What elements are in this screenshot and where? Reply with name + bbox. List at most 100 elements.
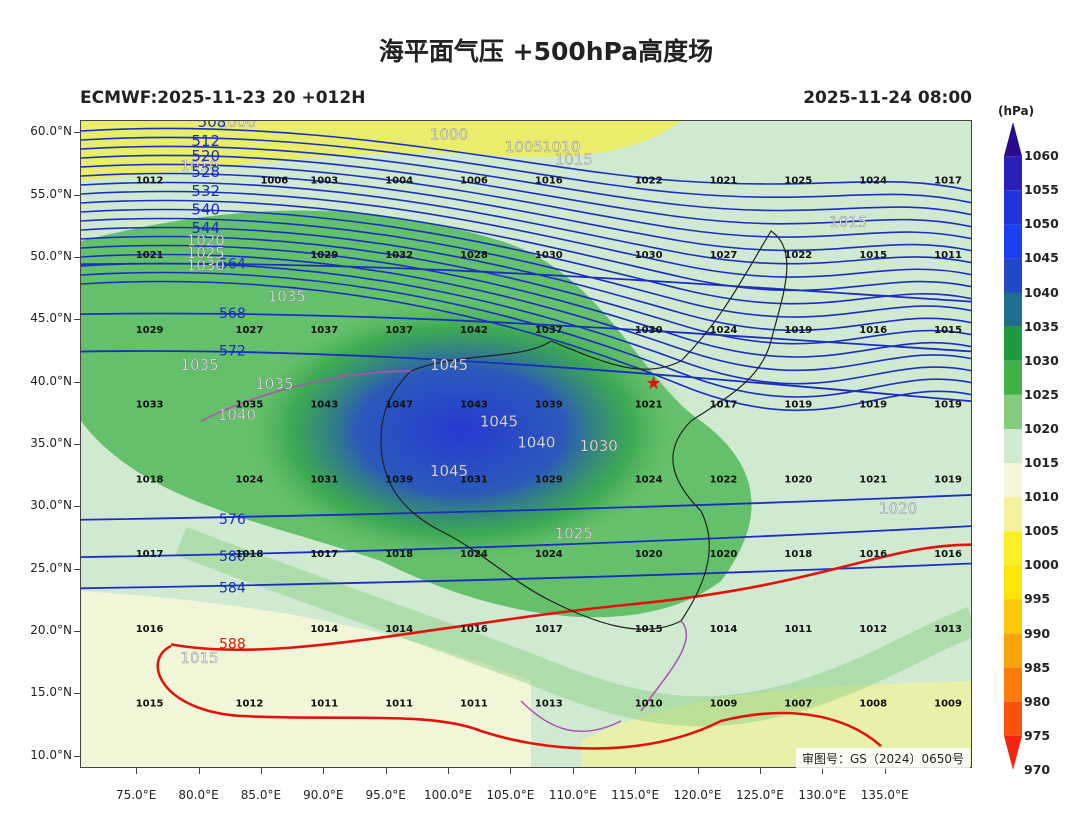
pressure-value: 1010	[635, 699, 663, 710]
pressure-value: 1037	[385, 325, 413, 336]
pressure-value: 1039	[535, 400, 563, 411]
isobar-label: 1035	[268, 288, 306, 306]
pressure-value: 1006	[460, 175, 488, 186]
pressure-value: 1019	[784, 325, 812, 336]
height-contour-label: 572	[219, 344, 246, 360]
height-contour-564	[81, 262, 971, 303]
lat-tick	[74, 381, 80, 383]
pressure-value: 1035	[235, 400, 263, 411]
pressure-value: 1018	[385, 549, 413, 560]
pressure-value: 1011	[460, 699, 488, 710]
lon-tick	[448, 768, 450, 774]
pressure-value: 1022	[635, 175, 663, 186]
pressure-value: 1020	[784, 474, 812, 485]
pressure-value: 1024	[460, 549, 488, 560]
lat-tick	[74, 194, 80, 196]
lat-tick	[74, 630, 80, 632]
legend-swatch	[1004, 224, 1022, 259]
legend-label: 985	[1024, 659, 1051, 675]
isobar-label: 1010	[542, 138, 580, 156]
isobar-label: 1020	[187, 232, 225, 250]
lat-tick-label: 50.0°N	[30, 249, 72, 264]
isobar-label: 512	[191, 132, 220, 150]
lat-tick-label: 25.0°N	[30, 560, 72, 575]
pressure-value: 1019	[934, 474, 962, 485]
isobar-label: 1035	[255, 375, 293, 393]
isobar-label: 1045	[430, 462, 468, 480]
legend-swatch	[1004, 258, 1022, 293]
pressure-value: 1029	[136, 325, 164, 336]
height-contour-line	[81, 208, 971, 305]
pressure-value: 1028	[460, 250, 488, 261]
pressure-value: 1025	[784, 175, 812, 186]
lon-tick	[136, 768, 138, 774]
pressure-value: 1029	[535, 474, 563, 485]
map-panel[interactable]: 564 568 572 576 580 584 588 1012 1006 1003 1004 10…	[80, 120, 972, 768]
isobar-label: 1010	[180, 157, 218, 175]
capital-marker-icon: ★	[646, 373, 662, 394]
pressure-value: 1030	[635, 250, 663, 261]
lat-tick	[74, 132, 80, 134]
legend-label: 975	[1024, 727, 1051, 743]
pressure-value: 1021	[136, 250, 164, 261]
isobar-label: 1015	[829, 213, 867, 231]
pressure-value: 1013	[934, 624, 962, 635]
pressure-value: 1024	[235, 474, 263, 485]
height-contour-line	[81, 199, 971, 292]
height-contour-line	[81, 145, 971, 216]
legend-label: 1060	[1024, 148, 1059, 164]
pressure-value: 1019	[784, 400, 812, 411]
isobar-label: 544	[191, 219, 220, 237]
isobar-label: 1000	[218, 121, 256, 131]
isobar-label: 1045	[430, 356, 468, 374]
south-low-field	[581, 681, 971, 767]
pressure-value: 1018	[136, 474, 164, 485]
legend-swatch	[1004, 735, 1022, 770]
pressure-value: 1016	[859, 325, 887, 336]
pressure-value: 1009	[934, 699, 962, 710]
pressure-colorbar	[1004, 122, 1022, 770]
pressure-value: 1016	[934, 549, 962, 560]
lon-tick-label: 135.0°E	[860, 788, 909, 802]
pressure-value: 1024	[710, 325, 738, 336]
legend-label: 1035	[1024, 318, 1059, 334]
pressure-value: 1030	[635, 325, 663, 336]
lat-tick	[74, 319, 80, 321]
chart-title: 海平面气压 +500hPa高度场	[378, 37, 714, 66]
pressure-value: 1020	[635, 549, 663, 560]
isobar-label: 540	[191, 200, 220, 218]
legend-label: 1005	[1024, 523, 1059, 539]
legend-label: 1020	[1024, 420, 1059, 436]
pressure-value: 1047	[385, 400, 413, 411]
national-border	[200, 370, 688, 733]
legend-label: 1010	[1024, 489, 1059, 505]
lat-tick-label: 55.0°N	[30, 186, 72, 201]
pressure-value: 1011	[784, 624, 812, 635]
height-contour-line	[81, 172, 971, 252]
pressure-value: 1018	[784, 549, 812, 560]
pressure-value: 1015	[136, 699, 164, 710]
lat-tick-label: 10.0°N	[30, 747, 72, 762]
pressure-value: 1018	[235, 549, 263, 560]
height-contour-line	[81, 154, 971, 228]
pressure-value: 1029	[310, 250, 338, 261]
pressure-value: 1017	[136, 549, 164, 560]
lon-tick	[635, 768, 637, 774]
lon-tick-label: 100.0°E	[424, 788, 472, 802]
pressure-value: 1039	[385, 474, 413, 485]
pressure-value: 1011	[310, 699, 338, 710]
height-contour-line	[81, 127, 971, 192]
pressure-value: 1027	[235, 325, 263, 336]
lon-tick-label: 75.0°E	[115, 788, 157, 802]
siberian-high-core	[231, 291, 691, 571]
pressure-value: 1006	[260, 175, 288, 186]
legend-label: 1045	[1024, 250, 1059, 266]
legend-swatch	[1004, 599, 1022, 634]
legend-swatch	[1004, 292, 1022, 327]
pressure-value: 1012	[859, 624, 887, 635]
lat-tick-label: 15.0°N	[30, 685, 72, 700]
map-review-number: 审图号：GS（2024）0650号	[796, 748, 970, 769]
isobar-label: 528	[191, 163, 220, 181]
